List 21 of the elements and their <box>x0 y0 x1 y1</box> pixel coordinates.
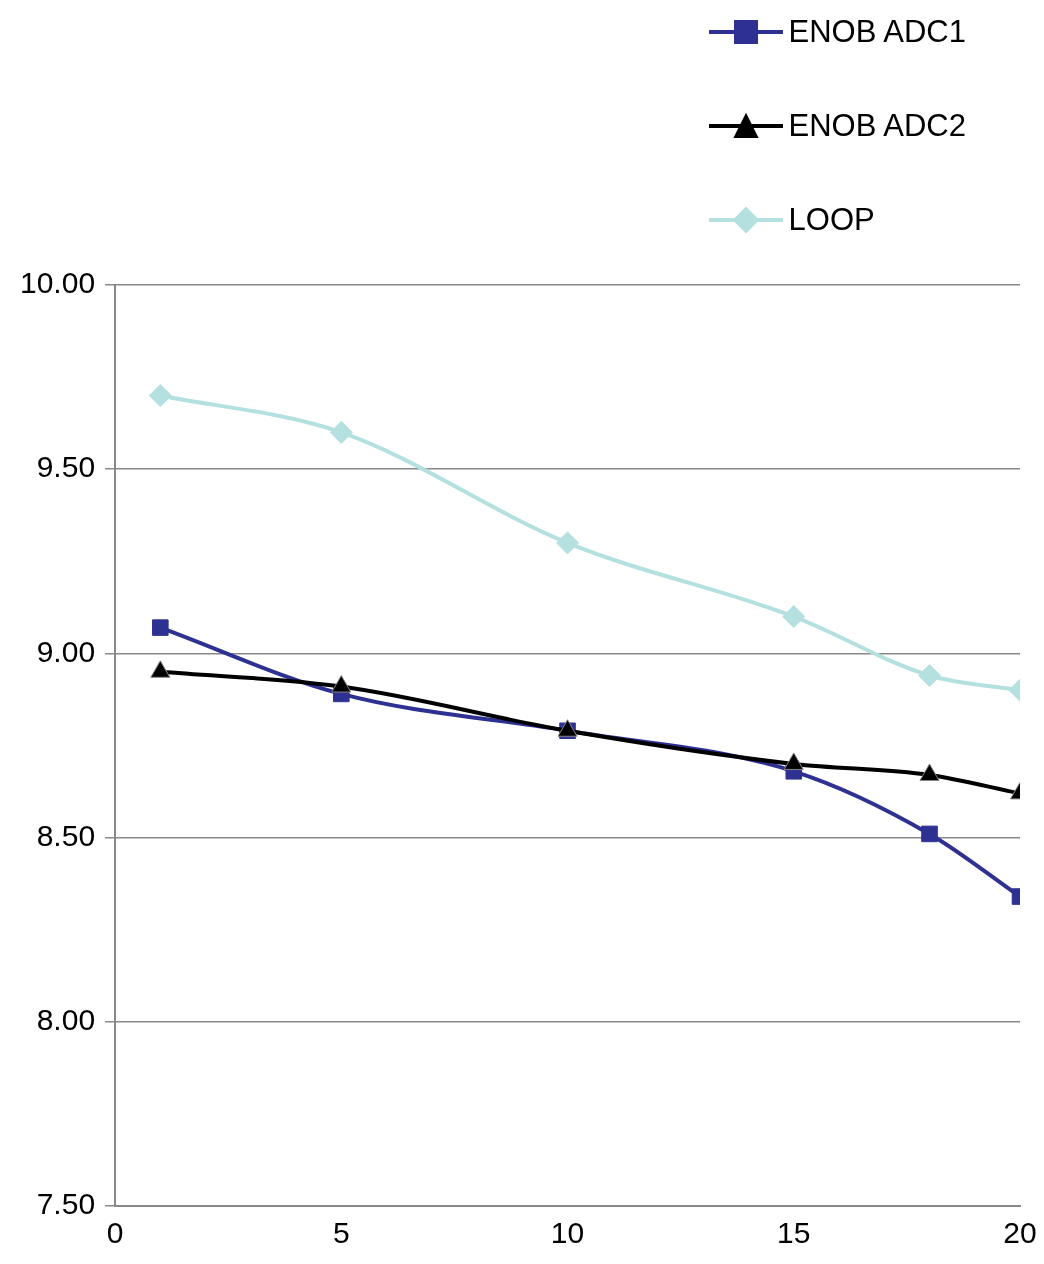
y-tick-label: 8.00 <box>36 1003 96 1037</box>
legend-label: ENOB ADC2 <box>788 108 966 144</box>
y-tick-label: 9.00 <box>36 634 96 668</box>
y-tick-label: 8.50 <box>36 818 96 852</box>
x-tick-label: 0 <box>106 1216 124 1250</box>
legend-label: LOOP <box>788 202 875 238</box>
y-tick-label: 9.50 <box>36 450 96 484</box>
point <box>329 420 353 444</box>
legend-label: ENOB ADC1 <box>788 14 966 50</box>
point <box>152 619 169 636</box>
y-tick-label: 10.00 <box>20 266 96 300</box>
y-tick-label: 7.50 <box>36 1187 96 1221</box>
x-tick-label: 5 <box>332 1216 350 1250</box>
x-tick-label: 15 <box>777 1216 811 1250</box>
x-tick-label: 10 <box>550 1216 585 1250</box>
x-tick-label: 20 <box>1003 1216 1037 1250</box>
point <box>782 605 806 629</box>
point <box>148 384 172 408</box>
point <box>921 825 938 843</box>
point <box>918 664 942 687</box>
point <box>556 531 580 555</box>
